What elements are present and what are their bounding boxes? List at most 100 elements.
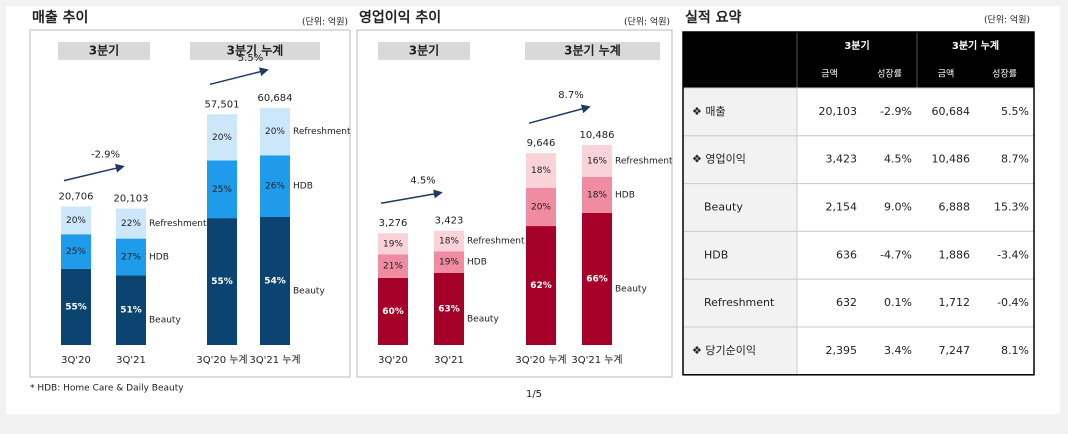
bar-segment [526, 187, 556, 227]
bar-segment [260, 108, 290, 156]
cell: 1,886 [939, 248, 971, 261]
total-label: 9,646 [527, 138, 556, 149]
legend-label: Beauty [149, 316, 181, 326]
growth-label: 5.5% [238, 53, 263, 64]
value-label: 63% [438, 305, 460, 315]
x-tick-label: 3Q'20 [61, 355, 91, 366]
bar-segment [260, 155, 290, 218]
cell: 60,684 [932, 105, 971, 118]
legend-label: Refreshment [149, 219, 207, 229]
value-label: 20% [531, 202, 551, 212]
column-header: 성장률 [992, 69, 1017, 80]
bar-segment [378, 233, 408, 255]
legend-label: HDB [293, 182, 313, 192]
row-cell [796, 87, 1035, 137]
growth-label: 4.5% [410, 176, 435, 187]
value-label: 19% [439, 258, 459, 268]
bar-segment [116, 208, 146, 239]
value-label: 20% [265, 127, 285, 137]
group-label: 3분기 [89, 43, 119, 58]
value-label: 19% [383, 239, 403, 249]
value-label: 55% [65, 302, 87, 312]
value-label: 22% [121, 219, 141, 229]
value-label: 18% [439, 237, 459, 247]
cell: 8.7% [1001, 153, 1029, 166]
cell: 636 [836, 248, 857, 261]
total-label: 20,706 [59, 192, 94, 203]
unit-label: (단위: 억원) [984, 14, 1030, 26]
chart-title: 매출 추이 [32, 9, 88, 26]
x-tick-label: 3Q'20 누계 [196, 354, 247, 366]
table-title: 실적 요약 [685, 9, 742, 26]
group-header [378, 42, 470, 60]
value-label: 62% [530, 281, 552, 291]
row-label: Refreshment [704, 296, 775, 309]
value-label: 25% [212, 185, 232, 195]
group-header: 3분기 [844, 39, 869, 52]
cell: -3.4% [997, 248, 1029, 261]
row-cell [796, 326, 1035, 376]
total-label: 60,684 [258, 93, 293, 104]
chart-title: 영업이익 추이 [359, 9, 441, 26]
value-label: 26% [265, 182, 285, 192]
bar-segment [61, 268, 91, 345]
row-label: Beauty [704, 201, 743, 214]
value-label: 51% [120, 306, 142, 316]
cell: 8.1% [1001, 344, 1029, 357]
x-tick-label: 3Q'21 누계 [571, 354, 622, 366]
growth-label: 8.7% [558, 90, 583, 101]
row-label: ❖ 매출 [692, 105, 726, 118]
growth-arrow [63, 163, 125, 182]
cell: 2,395 [826, 344, 858, 357]
legend-label: Beauty [293, 287, 325, 297]
growth-arrow [209, 67, 269, 86]
bar-segment [434, 273, 464, 345]
panel [356, 29, 673, 378]
row-cell [796, 230, 1035, 280]
unit-label: (단위: 억원) [624, 16, 670, 28]
cell: 9.0% [884, 201, 912, 214]
row-label-cell [682, 183, 798, 232]
value-label: 20% [212, 133, 232, 143]
total-label: 10,486 [580, 130, 615, 141]
bar-segment [582, 177, 612, 213]
row-cell [796, 135, 1035, 185]
column-header: 금액 [938, 68, 955, 80]
cell: 0.1% [884, 296, 912, 309]
x-tick-label: 3Q'21 [434, 355, 464, 366]
cell: 5.5% [1001, 105, 1029, 118]
bar-segment [434, 251, 464, 274]
row-label: ❖ 당기순이익 [692, 344, 756, 357]
bar-segment [61, 206, 91, 235]
legend-label: HDB [149, 253, 169, 263]
value-label: 21% [383, 262, 403, 272]
value-label: 54% [264, 277, 286, 287]
total-label: 57,501 [205, 99, 240, 110]
row-cell [796, 278, 1035, 328]
bar-segment [207, 114, 237, 161]
row-label: ❖ 영업이익 [692, 153, 746, 166]
bar-segment [526, 226, 556, 345]
group-label: 3분기 누계 [227, 43, 284, 58]
cell: -4.7% [880, 248, 912, 261]
cell: 2,154 [826, 201, 858, 214]
bar-segment [260, 217, 290, 345]
bar-segment [526, 153, 556, 188]
cell: 10,486 [932, 153, 971, 166]
total-label: 3,423 [435, 216, 464, 227]
bar-segment [207, 218, 237, 345]
column-header: 금액 [821, 68, 838, 80]
cell: -2.9% [880, 105, 912, 118]
x-tick-label: 3Q'20 누계 [515, 354, 566, 366]
total-label: 20,103 [114, 194, 149, 205]
group-header [525, 42, 660, 60]
legend-label: Beauty [615, 285, 647, 295]
table-header [683, 32, 1034, 88]
growth-label: -2.9% [91, 150, 120, 161]
x-tick-label: 3Q'21 [116, 355, 146, 366]
bar-segment [116, 238, 146, 276]
legend-label: Beauty [467, 315, 499, 325]
cell: 7,247 [939, 344, 971, 357]
legend-label: Refreshment [615, 157, 673, 167]
group-header [190, 42, 320, 60]
